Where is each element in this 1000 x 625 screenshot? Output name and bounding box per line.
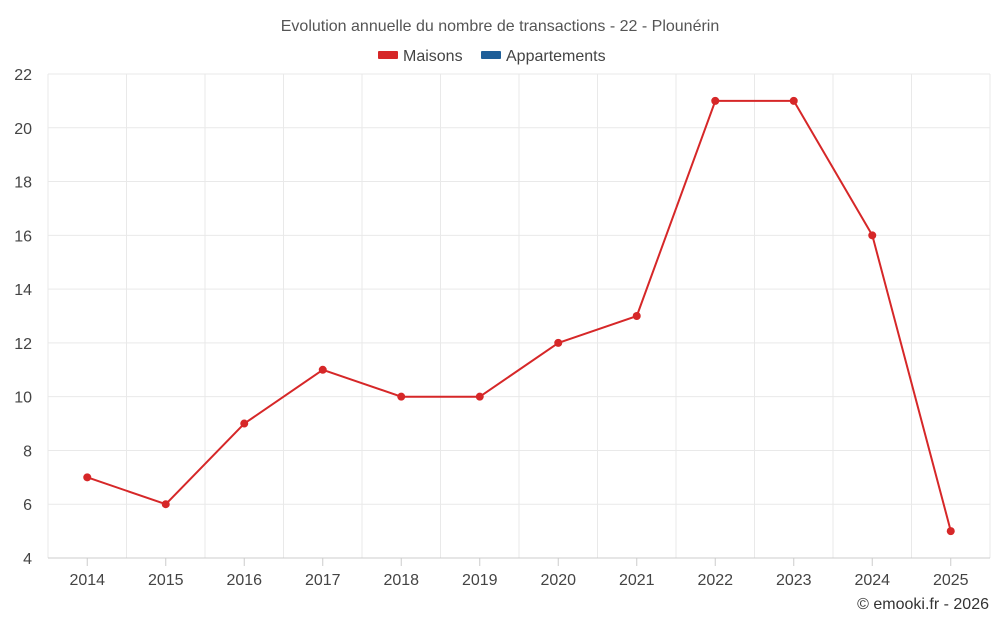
x-axis: 2014 2015 2016 2017 2018 2019 2020 2021 2022 2023… (48, 557, 990, 589)
data-point-maisons[interactable] (161, 500, 170, 509)
x-tick-label: 2023 (776, 572, 812, 589)
y-tick-label: 4 (23, 551, 32, 568)
legend-label-maisons: Maisons (403, 48, 463, 65)
y-tick-label: 14 (14, 282, 32, 299)
x-tick-label: 2025 (933, 572, 969, 589)
x-tick-label: 2014 (69, 572, 105, 589)
legend-swatch-appartements (481, 51, 501, 59)
x-tick-label: 2021 (619, 572, 655, 589)
x-tick-label: 2022 (697, 572, 733, 589)
chart-title: Evolution annuelle du nombre de transact… (281, 18, 720, 35)
x-tick-label: 2019 (462, 572, 498, 589)
x-tick-label: 2017 (305, 572, 341, 589)
y-tick-label: 10 (14, 390, 32, 407)
legend-item-maisons[interactable]: Maisons (378, 48, 463, 65)
data-point-maisons[interactable] (868, 231, 877, 240)
legend: Maisons Appartements (378, 48, 606, 65)
y-axis: 4 6 8 10 12 14 16 18 20 22 (14, 67, 32, 568)
data-point-maisons[interactable] (554, 338, 563, 347)
y-tick-label: 18 (14, 175, 32, 192)
legend-swatch-maisons (378, 51, 398, 59)
y-tick-label: 6 (23, 497, 32, 514)
y-tick-label: 20 (14, 121, 32, 138)
y-tick-label: 8 (23, 443, 32, 460)
x-tick-label: 2018 (383, 572, 419, 589)
data-point-maisons[interactable] (475, 392, 484, 401)
grid (47, 73, 991, 558)
legend-label-appartements: Appartements (506, 48, 606, 65)
legend-item-appartements[interactable]: Appartements (481, 48, 606, 65)
data-point-maisons[interactable] (711, 96, 720, 105)
y-tick-label: 12 (14, 336, 32, 353)
x-tick-label: 2015 (148, 572, 184, 589)
x-tick-label: 2020 (540, 572, 576, 589)
data-point-maisons[interactable] (240, 419, 249, 428)
series-line-maisons (86, 99, 952, 532)
data-point-maisons[interactable] (946, 527, 955, 536)
series-maisons (83, 96, 955, 536)
x-tick-label: 2016 (226, 572, 262, 589)
x-tick-label: 2024 (854, 572, 890, 589)
data-point-maisons[interactable] (397, 392, 406, 401)
data-point-maisons[interactable] (632, 312, 641, 320)
data-point-maisons[interactable] (318, 365, 327, 374)
data-point-maisons[interactable] (789, 96, 798, 105)
y-tick-label: 22 (14, 67, 32, 84)
credit-text: © emooki.fr - 2026 (857, 596, 989, 613)
y-tick-label: 16 (14, 228, 32, 245)
data-point-maisons[interactable] (83, 473, 92, 482)
